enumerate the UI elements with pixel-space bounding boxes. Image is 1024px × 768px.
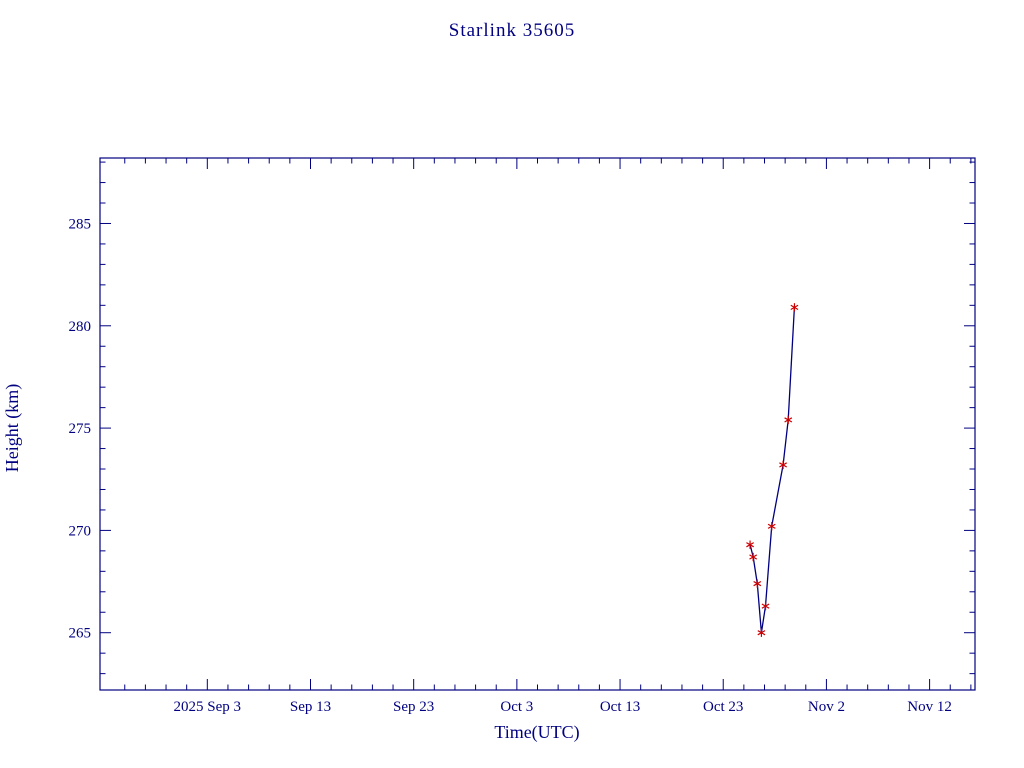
axis-ticks: 2025 Sep 3 Sep 13 Sep 23 Oct 3 Oct 13 Oct 23 N… <box>69 158 975 715</box>
asterisk-stroke <box>767 523 776 529</box>
chart-title: Starlink 35605 <box>449 20 575 41</box>
plot-frame <box>99 157 976 691</box>
data-point-marker <box>790 303 799 312</box>
asterisk-stroke <box>790 304 799 310</box>
asterisk-stroke <box>749 554 758 560</box>
x-tick-label: Nov 12 <box>907 699 952 715</box>
data-point-marker <box>746 540 754 549</box>
asterisk-stroke <box>757 630 766 636</box>
height-series <box>746 303 799 637</box>
x-axis-label: Time(UTC) <box>494 722 579 743</box>
y-tick-label: 285 <box>69 216 92 232</box>
x-tick-label: Oct 3 <box>500 699 533 715</box>
data-point-marker <box>753 579 762 588</box>
data-point-marker <box>757 628 766 637</box>
data-point-marker <box>779 460 788 470</box>
x-tick-label: Nov 2 <box>808 699 845 715</box>
asterisk-stroke <box>753 580 762 587</box>
y-tick-label: 280 <box>69 319 92 335</box>
y-axis-label: Height (km) <box>2 384 23 472</box>
y-tick-label: 265 <box>69 626 92 642</box>
x-tick-label: 2025 Sep 3 <box>174 699 242 715</box>
asterisk-stroke <box>746 542 754 548</box>
x-tick-label: Sep 23 <box>393 699 434 715</box>
y-tick-label: 270 <box>69 523 92 539</box>
axes-frame <box>99 157 976 691</box>
asterisk-stroke <box>779 462 788 468</box>
data-point-marker <box>761 601 770 611</box>
asterisk-stroke <box>761 603 770 609</box>
x-tick-label: Oct 13 <box>600 699 640 715</box>
data-point-marker <box>784 415 793 425</box>
data-point-marker <box>767 522 776 531</box>
x-tick-label: Sep 13 <box>290 699 331 715</box>
data-point-marker <box>749 552 758 562</box>
y-tick-label: 275 <box>69 421 92 437</box>
x-tick-label: Oct 23 <box>703 699 743 715</box>
asterisk-stroke <box>784 417 793 423</box>
